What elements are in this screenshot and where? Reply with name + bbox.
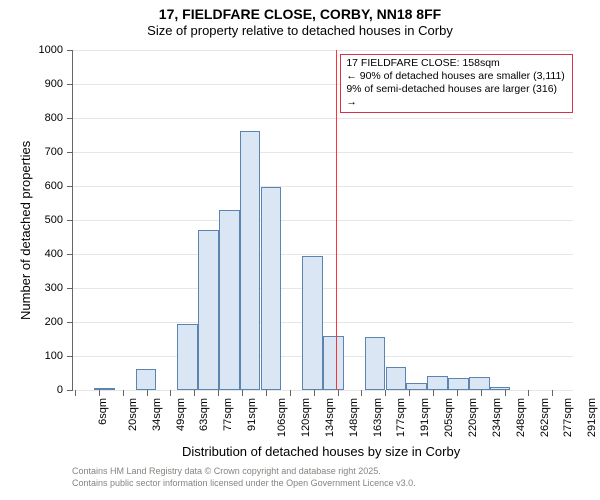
footer-credits: Contains HM Land Registry data © Crown c… (72, 466, 416, 489)
x-tick-label: 20sqm (125, 398, 139, 431)
chart-container: 17, FIELDFARE CLOSE, CORBY, NN18 8FF Siz… (0, 0, 600, 500)
x-tick-mark (242, 390, 243, 396)
x-tick-mark (457, 390, 458, 396)
x-tick-label: 262sqm (537, 398, 551, 437)
y-tick-label: 800 (45, 112, 73, 124)
x-tick-label: 163sqm (370, 398, 384, 437)
x-tick-label: 49sqm (173, 398, 187, 431)
histogram-bar (386, 367, 407, 390)
gridline (73, 288, 573, 289)
gridline (73, 322, 573, 323)
gridline (73, 152, 573, 153)
x-tick-label: 77sqm (220, 398, 234, 431)
histogram-bar (219, 210, 240, 390)
x-axis-label: Distribution of detached houses by size … (182, 444, 460, 459)
x-tick-mark (552, 390, 553, 396)
x-tick-label: 106sqm (274, 398, 288, 437)
histogram-bar (302, 256, 323, 390)
x-tick-label: 120sqm (298, 398, 312, 437)
y-tick-label: 400 (45, 248, 73, 260)
histogram-bar (177, 324, 198, 390)
gridline (73, 390, 573, 391)
histogram-bar (323, 336, 344, 390)
x-tick-mark (170, 390, 171, 396)
x-tick-label: 234sqm (489, 398, 503, 437)
x-tick-label: 220sqm (465, 398, 479, 437)
gridline (73, 220, 573, 221)
reference-line (336, 50, 337, 390)
gridline (73, 186, 573, 187)
annotation-line: 17 FIELDFARE CLOSE: 158sqm (346, 57, 567, 70)
y-tick-label: 700 (45, 146, 73, 158)
plot-area: 010020030040050060070080090010006sqm20sq… (72, 50, 573, 391)
histogram-bar (261, 187, 282, 390)
gridline (73, 254, 573, 255)
x-tick-mark (361, 390, 362, 396)
x-tick-mark (266, 390, 267, 396)
histogram-bar (198, 230, 219, 390)
y-tick-label: 1000 (39, 44, 73, 56)
y-tick-label: 200 (45, 316, 73, 328)
annotation-line: ← 90% of detached houses are smaller (3,… (346, 70, 567, 83)
x-tick-label: 205sqm (441, 398, 455, 437)
footer-line-1: Contains HM Land Registry data © Crown c… (72, 466, 416, 478)
x-tick-label: 177sqm (394, 398, 408, 437)
x-tick-mark (123, 390, 124, 396)
x-tick-label: 277sqm (561, 398, 575, 437)
x-tick-mark (409, 390, 410, 396)
histogram-bar (490, 387, 511, 390)
x-tick-mark (290, 390, 291, 396)
x-tick-label: 191sqm (417, 398, 431, 437)
x-tick-label: 148sqm (346, 398, 360, 437)
x-tick-mark (481, 390, 482, 396)
x-tick-mark (194, 390, 195, 396)
y-tick-label: 600 (45, 180, 73, 192)
histogram-bar (406, 383, 427, 390)
histogram-bar (240, 131, 261, 390)
x-tick-mark (75, 390, 76, 396)
gridline (73, 118, 573, 119)
histogram-bar (469, 377, 490, 390)
annotation-box: 17 FIELDFARE CLOSE: 158sqm← 90% of detac… (340, 54, 573, 113)
x-tick-mark (385, 390, 386, 396)
annotation-line: 9% of semi-detached houses are larger (3… (346, 83, 567, 109)
x-tick-mark (314, 390, 315, 396)
x-tick-mark (218, 390, 219, 396)
x-tick-label: 6sqm (95, 398, 109, 425)
y-tick-label: 300 (45, 282, 73, 294)
x-tick-label: 91sqm (244, 398, 258, 431)
footer-line-2: Contains public sector information licen… (72, 478, 416, 490)
chart-title: 17, FIELDFARE CLOSE, CORBY, NN18 8FF (0, 6, 600, 23)
histogram-bar (136, 369, 157, 390)
x-tick-label: 248sqm (513, 398, 527, 437)
x-tick-mark (505, 390, 506, 396)
histogram-bar (427, 376, 448, 390)
x-tick-label: 134sqm (322, 398, 336, 437)
histogram-bar (448, 378, 469, 390)
y-tick-label: 900 (45, 78, 73, 90)
x-tick-mark (528, 390, 529, 396)
x-tick-mark (433, 390, 434, 396)
x-tick-label: 34sqm (149, 398, 163, 431)
y-axis-label: Number of detached properties (18, 141, 33, 320)
histogram-bar (365, 337, 386, 390)
x-tick-mark (338, 390, 339, 396)
y-tick-label: 0 (57, 384, 73, 396)
y-tick-label: 500 (45, 214, 73, 226)
x-tick-label: 291sqm (584, 398, 598, 437)
histogram-bar (94, 388, 115, 390)
y-tick-label: 100 (45, 350, 73, 362)
x-tick-mark (147, 390, 148, 396)
gridline (73, 50, 573, 51)
x-tick-mark (99, 390, 100, 396)
x-tick-label: 63sqm (196, 398, 210, 431)
chart-subtitle: Size of property relative to detached ho… (0, 23, 600, 39)
